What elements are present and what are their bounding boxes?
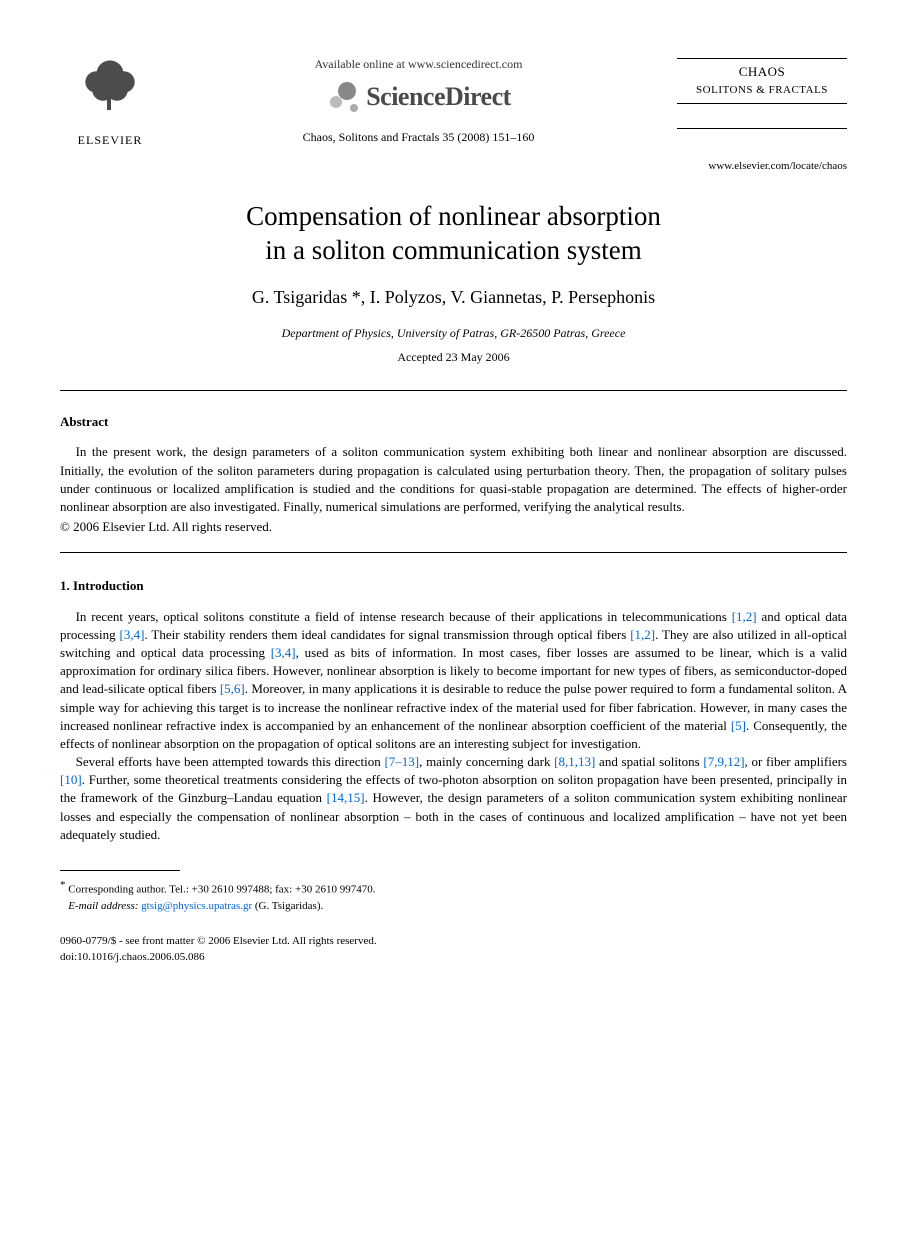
- journal-url[interactable]: www.elsevier.com/locate/chaos: [677, 159, 847, 174]
- journal-name: CHAOS: [677, 63, 847, 81]
- footnote-block: * Corresponding author. Tel.: +30 2610 9…: [60, 877, 847, 915]
- publisher-label: ELSEVIER: [60, 132, 160, 149]
- affiliation: Department of Physics, University of Pat…: [60, 325, 847, 342]
- text-run: , mainly concerning dark: [419, 754, 554, 769]
- abstract-body: In the present work, the design paramete…: [60, 443, 847, 516]
- elsevier-tree-icon: [75, 50, 145, 130]
- citation-link[interactable]: [5,6]: [220, 681, 245, 696]
- citation-link[interactable]: [7,9,12]: [703, 754, 744, 769]
- citation-link[interactable]: [7–13]: [384, 754, 419, 769]
- text-run: and spatial solitons: [595, 754, 703, 769]
- abstract-section: Abstract In the present work, the design…: [60, 413, 847, 536]
- header: ELSEVIER Available online at www.science…: [60, 50, 847, 174]
- email-label: E-mail address:: [68, 900, 138, 912]
- corresponding-author-text: Corresponding author. Tel.: +30 2610 997…: [68, 884, 375, 896]
- publisher-logo-block: ELSEVIER: [60, 50, 160, 149]
- abstract-heading: Abstract: [60, 413, 847, 431]
- sciencedirect-swirl-icon: [326, 80, 360, 114]
- citation-link[interactable]: [1,2]: [732, 609, 757, 624]
- text-run: In recent years, optical solitons consti…: [76, 609, 732, 624]
- citation-link[interactable]: [8,1,13]: [554, 754, 595, 769]
- footnote-divider: [60, 870, 180, 871]
- journal-box: CHAOS SOLITONS & FRACTALS www.elsevier.c…: [677, 50, 847, 174]
- email-tail: (G. Tsigaridas).: [252, 900, 323, 912]
- citation-line: Chaos, Solitons and Fractals 35 (2008) 1…: [160, 129, 677, 146]
- bottom-matter: 0960-0779/$ - see front matter © 2006 El…: [60, 933, 847, 966]
- article-title: Compensation of nonlinear absorption in …: [60, 200, 847, 268]
- sciencedirect-logo: ScienceDirect: [326, 79, 511, 115]
- title-line-1: Compensation of nonlinear absorption: [246, 201, 661, 231]
- introduction-section: 1. Introduction In recent years, optical…: [60, 577, 847, 844]
- copyright-line: © 2006 Elsevier Ltd. All rights reserved…: [60, 518, 847, 536]
- intro-paragraph-1: In recent years, optical solitons consti…: [60, 608, 847, 754]
- divider: [60, 552, 847, 553]
- text-run: Several efforts have been attempted towa…: [76, 754, 385, 769]
- citation-link[interactable]: [1,2]: [630, 627, 655, 642]
- citation-link[interactable]: [3,4]: [120, 627, 145, 642]
- authors: G. Tsigaridas *, I. Polyzos, V. Gianneta…: [60, 285, 847, 310]
- accepted-date: Accepted 23 May 2006: [60, 349, 847, 366]
- available-online-text: Available online at www.sciencedirect.co…: [160, 56, 677, 73]
- divider: [60, 390, 847, 391]
- intro-paragraph-2: Several efforts have been attempted towa…: [60, 753, 847, 844]
- sciencedirect-wordmark: ScienceDirect: [366, 79, 511, 115]
- citation-link[interactable]: [10]: [60, 772, 82, 787]
- corresponding-star-icon: *: [60, 879, 66, 891]
- citation-link[interactable]: [3,4]: [271, 645, 296, 660]
- text-run: . Their stability renders them ideal can…: [144, 627, 630, 642]
- citation-link[interactable]: [14,15]: [327, 790, 365, 805]
- title-line-2: in a soliton communication system: [265, 235, 641, 265]
- journal-subtitle: SOLITONS & FRACTALS: [677, 83, 847, 98]
- introduction-heading: 1. Introduction: [60, 577, 847, 595]
- text-run: , or fiber amplifiers: [745, 754, 847, 769]
- email-link[interactable]: gtsig@physics.upatras.gr: [141, 900, 252, 912]
- citation-link[interactable]: [5]: [731, 718, 746, 733]
- doi-line: doi:10.1016/j.chaos.2006.05.086: [60, 949, 847, 966]
- header-center: Available online at www.sciencedirect.co…: [160, 50, 677, 146]
- front-matter-line: 0960-0779/$ - see front matter © 2006 El…: [60, 933, 847, 950]
